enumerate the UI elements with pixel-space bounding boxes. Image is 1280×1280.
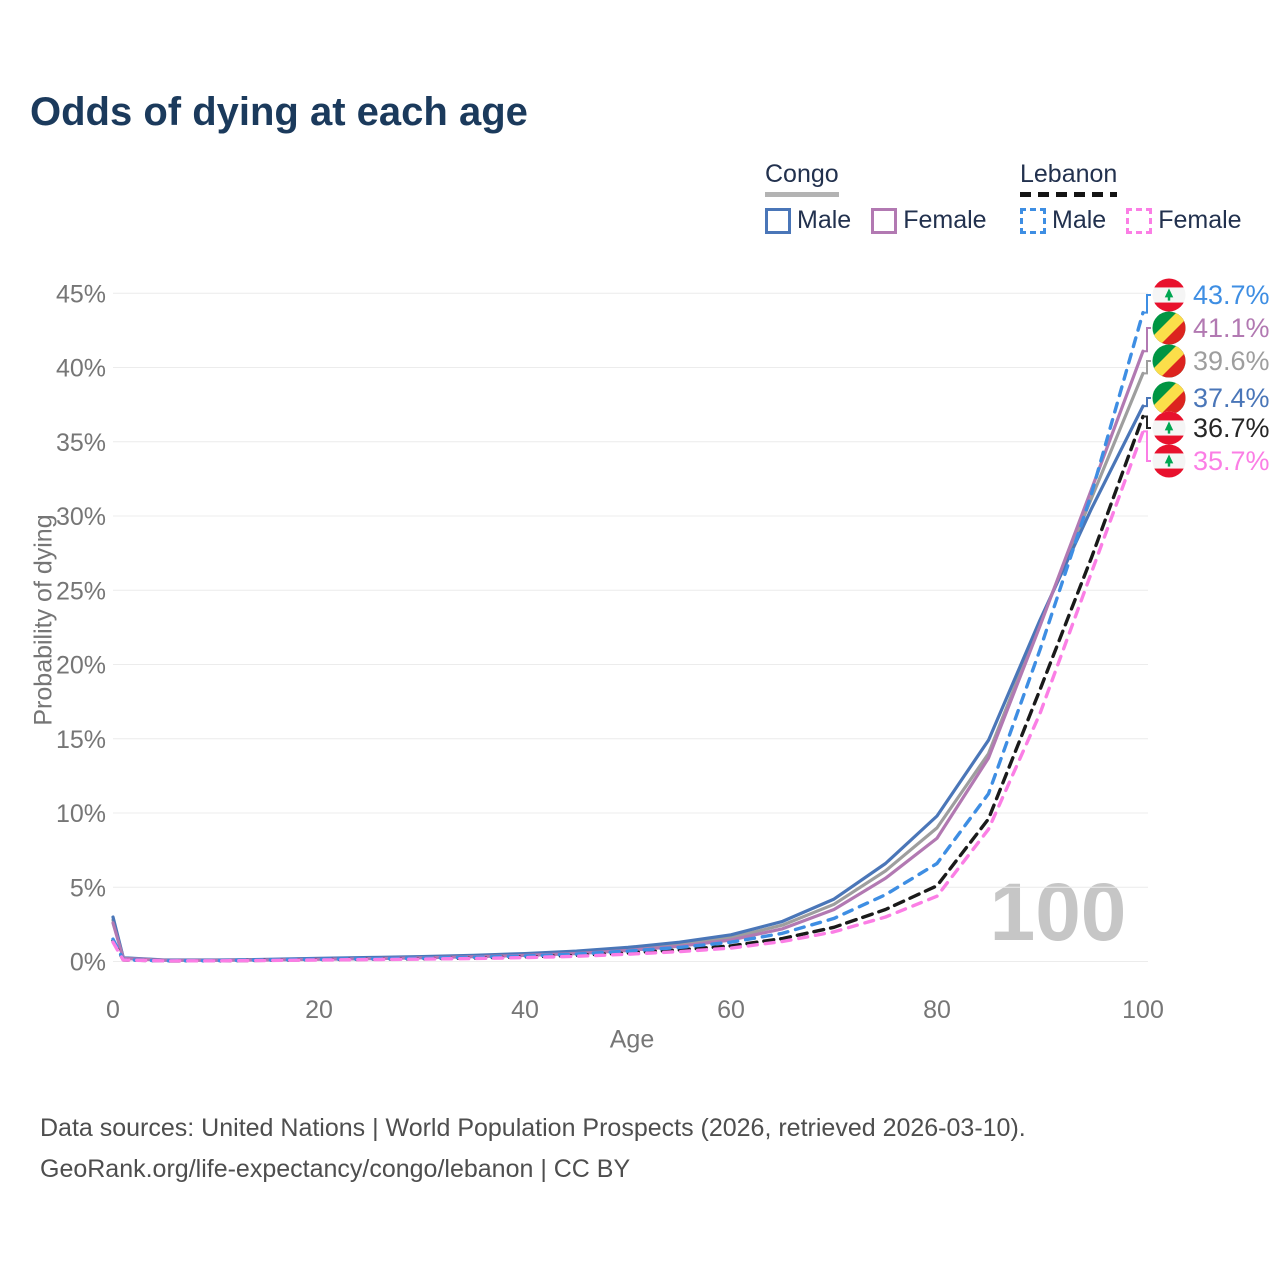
congo-flag-icon [1152, 381, 1186, 415]
end-label-value: 43.7% [1193, 279, 1270, 310]
x-tick-label: 40 [511, 996, 539, 1024]
data-sources-line: Data sources: United Nations | World Pop… [40, 1114, 1026, 1142]
legend-item-lebanon-female[interactable]: Female [1126, 206, 1242, 235]
x-tick-label: 0 [106, 996, 120, 1024]
legend-items-congo: Male Female [765, 206, 987, 235]
legend-congo-label: Congo [765, 160, 839, 188]
series-line-lebanon-both[interactable] [111, 414, 1145, 963]
x-tick-label: 100 [1122, 996, 1164, 1024]
end-label-value: 39.6% [1193, 345, 1270, 376]
x-tick-label: 80 [923, 996, 951, 1024]
y-tick-label: 35% [56, 429, 106, 457]
end-label-congo-female: 41.1% [1152, 311, 1270, 345]
congo-flag-icon [1152, 344, 1186, 378]
source-attribution: Data sources: United Nations | World Pop… [40, 1108, 1026, 1189]
end-label-value: 36.7% [1193, 412, 1270, 443]
x-axis-title: Age [609, 1025, 655, 1054]
legend-items-lebanon: Male Female [1020, 206, 1242, 235]
lebanon-flag-icon [1152, 278, 1186, 312]
license-line: GeoRank.org/life-expectancy/congo/lebano… [40, 1154, 631, 1183]
y-tick-label: 5% [70, 874, 106, 902]
y-tick-label: 25% [56, 577, 106, 605]
legend-item-lebanon-male-label: Male [1052, 206, 1107, 234]
legend-group-congo: Congo Male Female [765, 160, 987, 235]
legend-congo-underline [765, 192, 839, 197]
legend-group-lebanon: Lebanon Male Female [1020, 160, 1242, 235]
y-tick-label: 45% [56, 280, 106, 308]
y-tick-label: 15% [56, 726, 106, 754]
y-tick-label: 20% [56, 652, 106, 680]
lebanon-flag-icon [1152, 411, 1186, 445]
series-line-lebanon-female[interactable] [111, 429, 1145, 963]
y-tick-label: 0% [70, 949, 106, 977]
x-tick-label: 60 [717, 996, 745, 1024]
congo-flag-icon [1152, 311, 1186, 345]
end-label-congo-both: 39.6% [1152, 344, 1270, 378]
end-label-value: 37.4% [1193, 382, 1270, 413]
end-label-lebanon-both: 36.7% [1152, 411, 1270, 445]
legend-item-lebanon-male[interactable]: Male [1020, 206, 1106, 235]
end-label-value: 35.7% [1193, 445, 1270, 476]
lebanon-flag-icon [1152, 444, 1186, 478]
y-axis-title: Probability of dying [29, 514, 58, 726]
congo-male-swatch-icon [765, 207, 791, 234]
y-tick-label: 10% [56, 800, 106, 828]
legend-item-congo-female[interactable]: Female [871, 206, 987, 235]
label-connector-congo-male [1143, 397, 1151, 408]
legend-header-congo: Congo [765, 160, 839, 197]
age-watermark: 100 [989, 867, 1127, 958]
page-title: Odds of dying at each age [30, 90, 528, 134]
legend-item-congo-male-label: Male [797, 206, 852, 234]
label-connector-congo-female [1143, 327, 1151, 353]
end-label-congo-male: 37.4% [1152, 381, 1270, 415]
legend-item-congo-female-label: Female [903, 206, 987, 234]
y-tick-label: 40% [56, 355, 106, 383]
series-line-congo-male[interactable] [111, 404, 1145, 962]
legend-item-lebanon-female-label: Female [1158, 206, 1242, 234]
y-tick-label: 30% [56, 503, 106, 531]
series-line-congo-both[interactable] [111, 371, 1145, 962]
legend-lebanon-underline [1020, 192, 1118, 197]
label-connector-lebanon-male [1143, 294, 1151, 314]
legend-header-lebanon: Lebanon [1020, 160, 1118, 197]
end-label-value: 41.1% [1193, 312, 1270, 343]
end-label-lebanon-male: 43.7% [1152, 278, 1270, 312]
lebanon-female-swatch-icon [1126, 207, 1153, 234]
series-line-congo-female[interactable] [111, 349, 1145, 962]
label-connector-lebanon-both [1143, 415, 1151, 429]
x-tick-label: 20 [305, 996, 333, 1024]
end-label-lebanon-female: 35.7% [1152, 444, 1270, 478]
series-line-lebanon-male[interactable] [111, 310, 1145, 963]
legend-item-congo-male[interactable]: Male [765, 206, 851, 235]
legend-lebanon-label: Lebanon [1020, 160, 1118, 188]
label-connector-congo-both [1143, 360, 1151, 375]
label-connector-lebanon-female [1143, 430, 1151, 462]
lebanon-male-swatch-icon [1020, 207, 1046, 234]
congo-female-swatch-icon [871, 207, 898, 234]
